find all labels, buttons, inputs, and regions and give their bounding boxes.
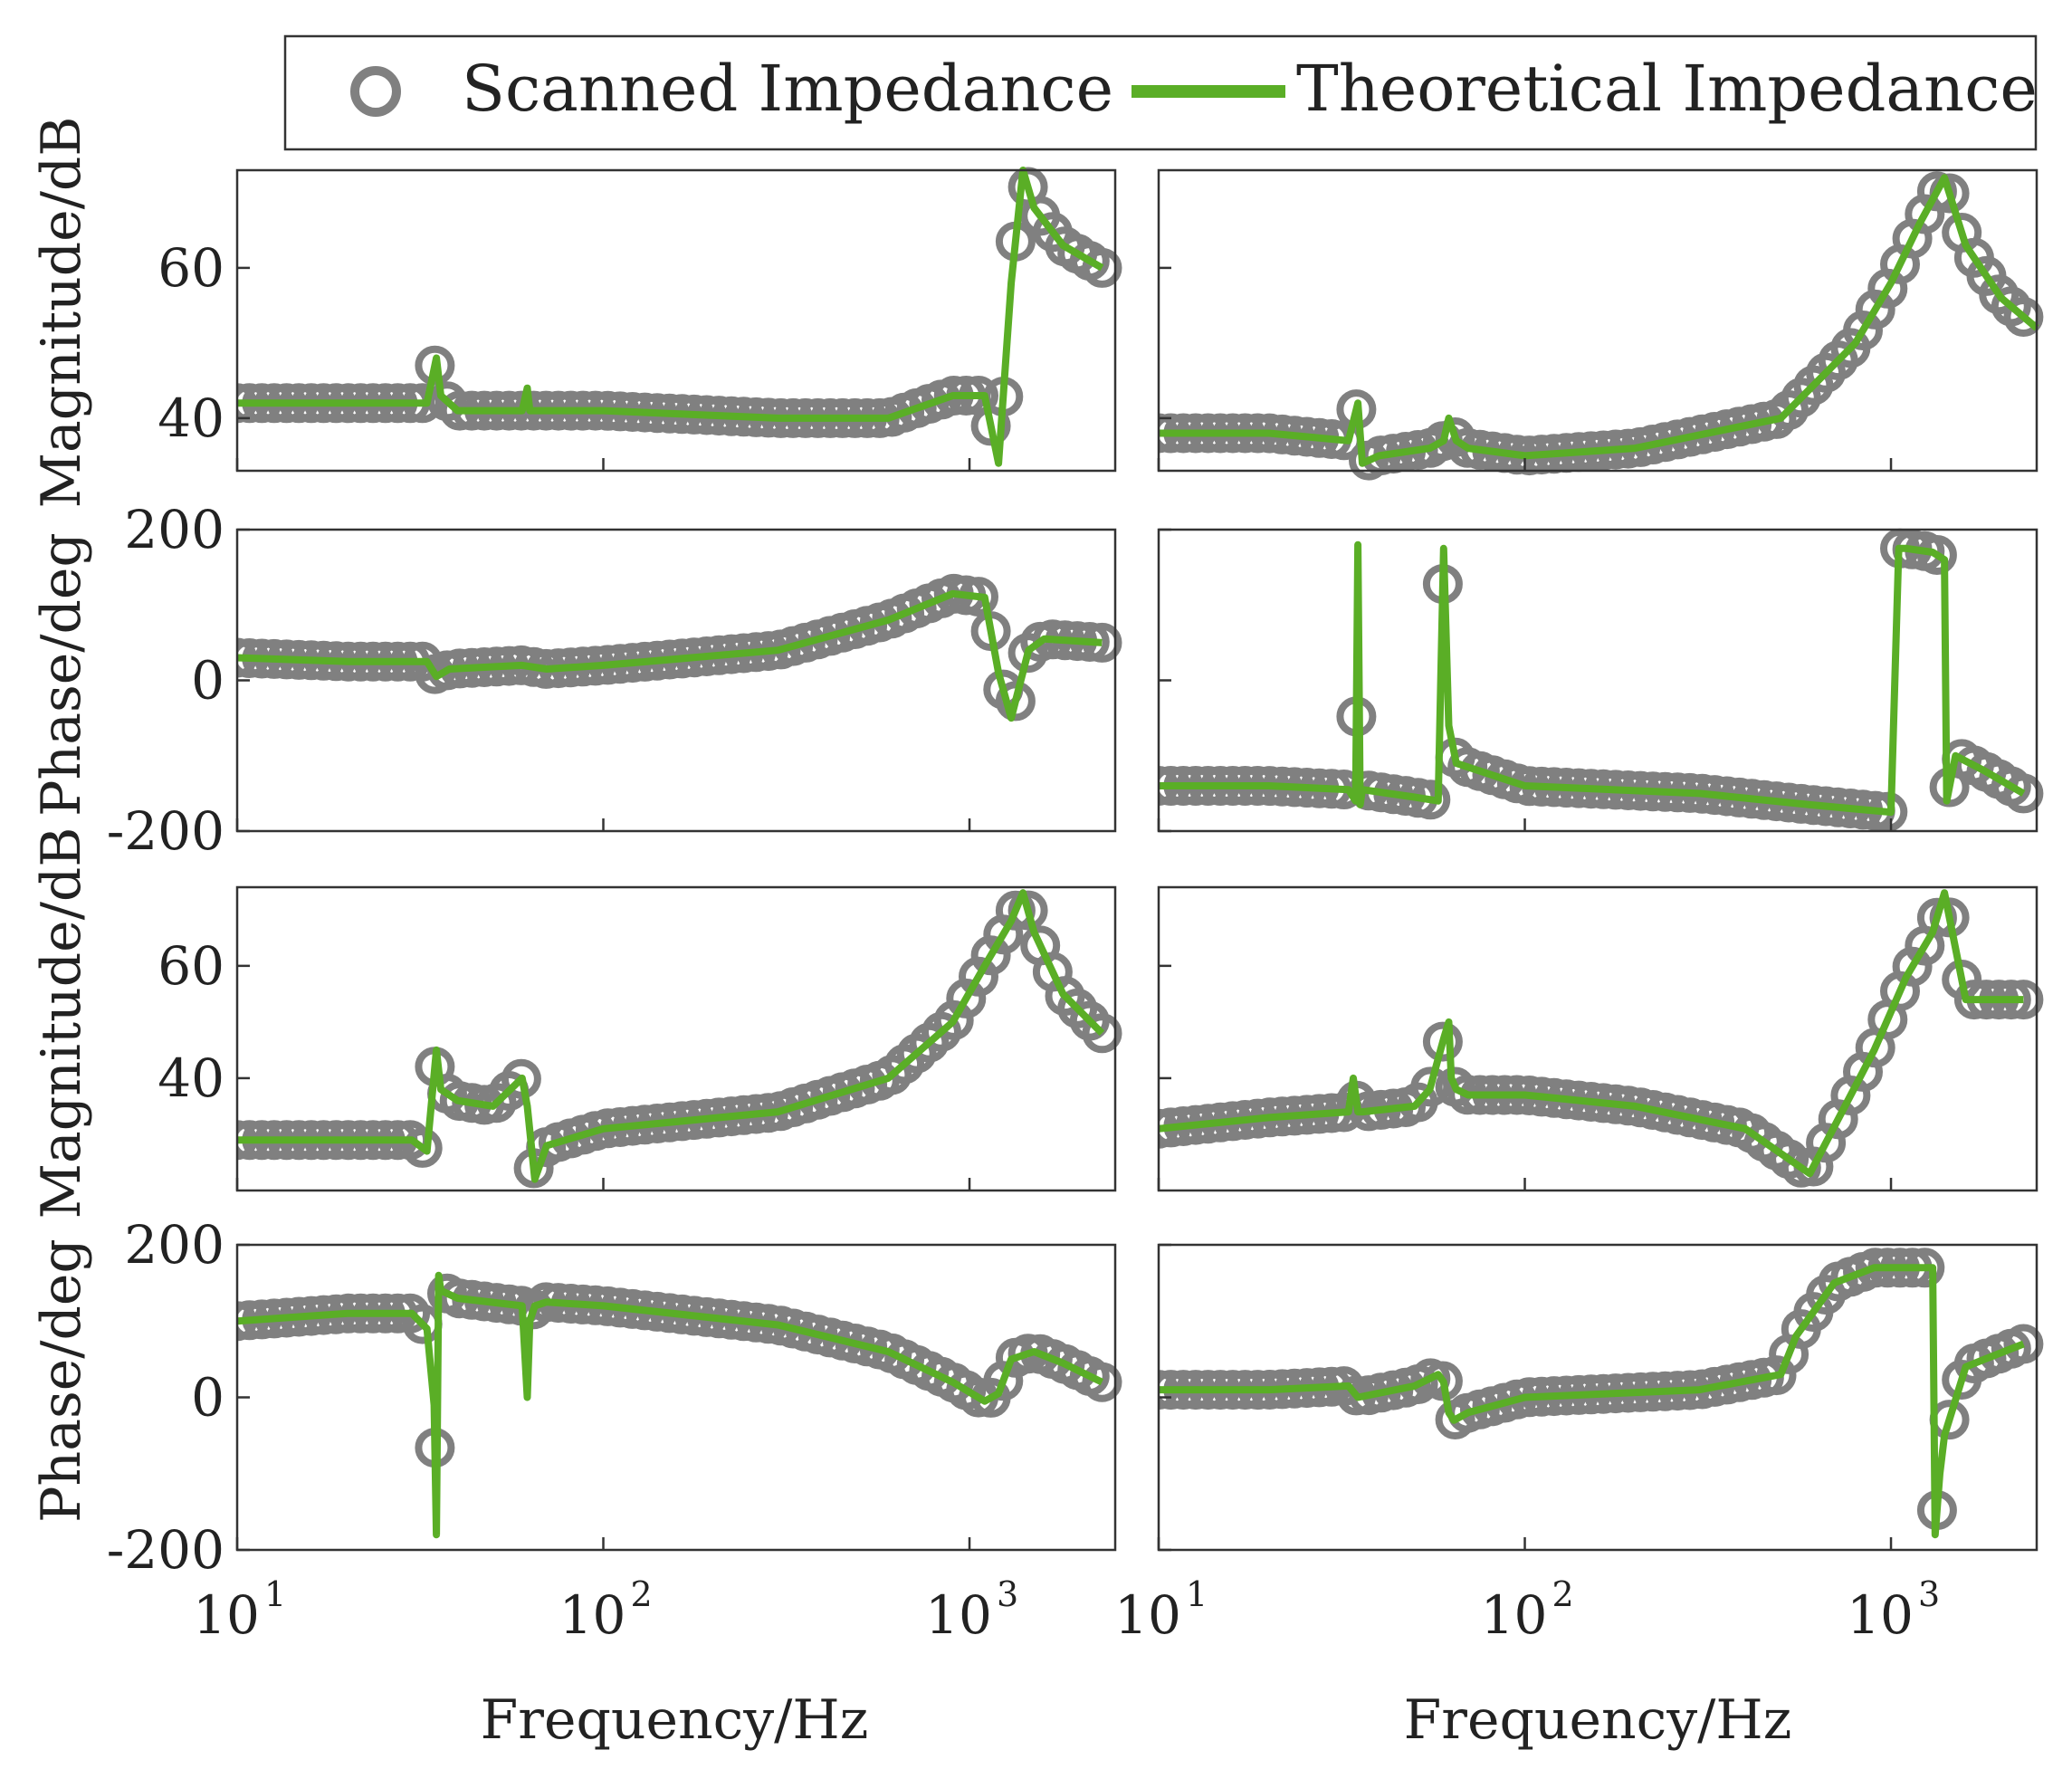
legend-scanned-marker bbox=[350, 66, 401, 117]
panel-mag3: 40 60 bbox=[158, 885, 1122, 1192]
scanned-point bbox=[1916, 535, 1957, 575]
xtick-label: 10 bbox=[193, 1584, 260, 1646]
scanned-point bbox=[2003, 773, 2044, 814]
xtick-exponent: 2 bbox=[1552, 1574, 1574, 1614]
ytick-label: 40 bbox=[158, 1047, 224, 1109]
axes-frame-mag3 bbox=[235, 885, 1117, 1192]
scanned-point bbox=[995, 681, 1036, 722]
xtick-exponent: 3 bbox=[997, 1574, 1018, 1614]
scanned-point bbox=[995, 890, 1036, 931]
scanned-point bbox=[1082, 1362, 1122, 1402]
panel-mag4 bbox=[1157, 885, 2044, 1192]
theoretical-line-mag4 bbox=[1159, 889, 2024, 1178]
ylabel-mag-row1: Magnitude/dB bbox=[30, 117, 93, 509]
ytick-label: 200 bbox=[124, 1214, 224, 1276]
ytick-label: -200 bbox=[107, 1519, 224, 1581]
panel-ph2 bbox=[1157, 528, 2044, 833]
ytick-label: -200 bbox=[107, 800, 224, 862]
xtick-label: 10 bbox=[1114, 1584, 1181, 1646]
panel-ph4: 10 1 10 2 10 3 bbox=[1114, 1243, 2044, 1646]
ylabel-phase-row4: Phase/deg bbox=[30, 1238, 93, 1523]
xtick-label: 10 bbox=[1481, 1584, 1548, 1646]
panel-mag2 bbox=[1157, 168, 2044, 481]
scanned-point bbox=[402, 1127, 443, 1168]
ytick-label: 0 bbox=[191, 650, 224, 712]
ytick-label: 60 bbox=[158, 935, 224, 997]
xtick-exponent: 1 bbox=[1186, 1574, 1208, 1614]
scanned-markers-mag4 bbox=[1159, 897, 2044, 1188]
ylabel-mag-row3: Magnitude/dB bbox=[30, 827, 93, 1219]
ytick-label: 60 bbox=[158, 237, 224, 299]
ytick-label: 200 bbox=[124, 499, 224, 560]
theoretical-line-ph2 bbox=[1159, 540, 2026, 817]
xtick-label: 10 bbox=[925, 1584, 992, 1646]
scanned-point bbox=[2003, 1324, 2044, 1364]
axes-frame-mag4 bbox=[1157, 885, 2039, 1192]
theoretical-line-mag2 bbox=[1159, 174, 2039, 467]
scanned-point bbox=[1422, 1021, 1463, 1062]
theoretical-line-ph1 bbox=[237, 589, 1103, 722]
scanned-point bbox=[1007, 890, 1048, 931]
scanned-point bbox=[1410, 1066, 1451, 1107]
legend-theoretical-label: Theoretical Impedance bbox=[1296, 52, 2038, 126]
theoretical-line-ph3 bbox=[237, 1271, 1104, 1539]
theoretical-line-mag1 bbox=[237, 167, 1104, 467]
scanned-point bbox=[1082, 1013, 1122, 1054]
xtick-exponent: 3 bbox=[1918, 1574, 1940, 1614]
xtick-exponent: 2 bbox=[631, 1574, 653, 1614]
scanned-point bbox=[501, 1058, 541, 1099]
panel-mag1: 40 60 bbox=[158, 167, 1122, 473]
xtick-label: 10 bbox=[1847, 1584, 1914, 1646]
scanned-markers-ph3 bbox=[237, 1273, 1122, 1468]
axes-frame-mag2 bbox=[1157, 168, 2039, 473]
scanned-point bbox=[2003, 297, 2044, 337]
scanned-point bbox=[1916, 897, 1957, 938]
scanned-point bbox=[1082, 247, 1122, 288]
legend: Scanned Impedance Theoretical Impedance bbox=[283, 34, 2038, 151]
ylabel-phase-row2: Phase/deg bbox=[30, 532, 93, 817]
panel-ph1: -200 0 200 bbox=[107, 499, 1122, 862]
xlabel-right: Frequency/Hz bbox=[1404, 1688, 1792, 1752]
axes-frame-mag1 bbox=[235, 168, 1117, 473]
legend-scanned-label: Scanned Impedance bbox=[462, 52, 1113, 126]
theoretical-line-mag3 bbox=[237, 889, 1105, 1183]
ytick-label: 0 bbox=[191, 1367, 224, 1429]
xtick-label: 10 bbox=[559, 1584, 626, 1646]
ytick-label: 40 bbox=[158, 387, 224, 449]
xtick-exponent: 1 bbox=[264, 1574, 286, 1614]
xlabel-left: Frequency/Hz bbox=[481, 1688, 869, 1752]
theoretical-line-ph4 bbox=[1159, 1264, 2025, 1539]
